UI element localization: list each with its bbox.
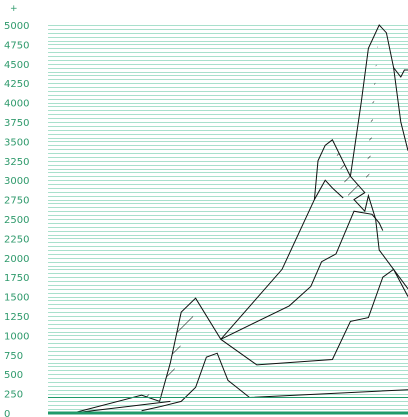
y-tick-label: 5000 [4, 21, 29, 32]
series-line [73, 179, 344, 414]
y-tick-label: 2500 [4, 215, 29, 226]
y-tick-label: 4750 [4, 40, 29, 51]
y-tick-label: 500 [4, 370, 23, 381]
hatched-areas [141, 25, 387, 402]
y-tick-label: 250 [4, 390, 23, 401]
reference-lines [48, 396, 408, 415]
y-tick-label: 1750 [4, 273, 29, 284]
y-tick-label: 3500 [4, 137, 29, 148]
y-tick-label: 2250 [4, 234, 29, 245]
series-line [313, 139, 408, 290]
grid-lines [48, 25, 408, 414]
series-line [349, 24, 408, 177]
y-tick-label: 3250 [4, 157, 29, 168]
y-tick-label: 4500 [4, 60, 29, 71]
axis-top-marker: + [10, 4, 18, 14]
series-line [220, 210, 384, 340]
y-tick-label: 750 [4, 351, 23, 362]
y-axis-ticks: 0 250 500 750 1000 1250 1500 1750 2000 2250 2500 27… [4, 21, 29, 417]
y-tick-label: 3750 [4, 118, 29, 129]
y-tick-label: 1500 [4, 293, 29, 304]
series-line [73, 400, 171, 414]
y-tick-label: 0 [4, 409, 10, 417]
y-tick-label: 3000 [4, 176, 29, 187]
y-tick-label: 2750 [4, 196, 29, 207]
hatched-area [141, 298, 196, 402]
y-tick-label: 4000 [4, 99, 29, 110]
series-line [393, 67, 408, 78]
y-tick-label: 1250 [4, 312, 29, 323]
series-line [141, 352, 408, 412]
y-tick-label: 4250 [4, 79, 29, 90]
series-line [220, 268, 408, 366]
y-tick-label: 2000 [4, 254, 29, 265]
series-lines [73, 24, 408, 414]
y-tick-label: 1000 [4, 331, 29, 342]
